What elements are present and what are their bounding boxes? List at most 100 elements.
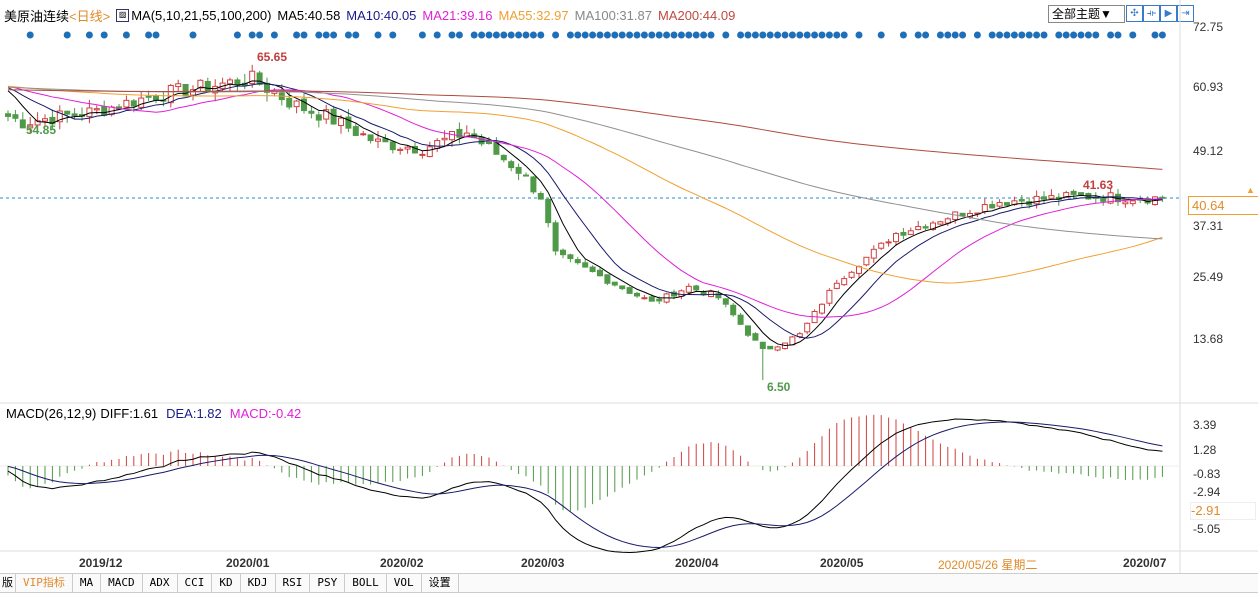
event-marker: [811, 31, 819, 39]
indicator-icon[interactable]: ▨: [116, 9, 130, 22]
tab-psy[interactable]: PSY: [310, 574, 346, 592]
candle-body: [959, 212, 966, 217]
date-tick: 2020/03: [521, 556, 565, 570]
candle-body: [426, 146, 433, 158]
tab-panel[interactable]: 版: [0, 574, 16, 592]
candle-body: [574, 259, 581, 264]
event-marker: [626, 31, 634, 39]
tab-rsi[interactable]: RSI: [276, 574, 311, 592]
candle-body: [841, 278, 848, 286]
candle-body: [715, 293, 722, 299]
tab-macd[interactable]: MACD: [101, 574, 143, 592]
event-marker: [633, 31, 641, 39]
high-label: 65.65: [257, 50, 288, 64]
zoom-range-icon[interactable]: ⟛: [1143, 5, 1160, 22]
tab-vip[interactable]: VIP指标: [16, 574, 73, 592]
candle-body: [93, 108, 100, 111]
candle-body: [796, 333, 803, 338]
tab-kd[interactable]: KD: [212, 574, 241, 592]
crosshair-icon[interactable]: ✣: [1126, 5, 1143, 22]
tab-boll[interactable]: BOLL: [345, 574, 387, 592]
event-marker: [722, 31, 730, 39]
candle-body: [937, 221, 944, 225]
candle-body: [397, 148, 404, 151]
candle-body: [730, 304, 737, 316]
event-marker: [914, 31, 922, 39]
price-arrow-icon: ▲: [1246, 185, 1255, 195]
candle-body: [737, 314, 744, 325]
event-marker: [899, 31, 907, 39]
event-marker: [581, 31, 589, 39]
tab-cci[interactable]: CCI: [178, 574, 213, 592]
candle-body: [774, 346, 781, 351]
macd-header: MACD(26,12,9) DIFF:1.61 DEA:1.82 MACD:-0…: [6, 406, 301, 421]
tab-settings[interactable]: 设置: [422, 574, 459, 592]
candle-body: [560, 249, 566, 256]
exit-icon[interactable]: ⇥: [1177, 5, 1194, 22]
ma55-line: [7, 85, 1163, 284]
candle-body: [915, 226, 922, 231]
event-marker: [529, 31, 537, 39]
event-marker: [63, 31, 71, 39]
candle-body: [1033, 195, 1040, 205]
candle-body: [34, 120, 41, 126]
candle-body: [345, 116, 352, 129]
date-tick: 2020/02: [380, 556, 424, 570]
candle-body: [1078, 192, 1084, 196]
dea-value: DEA:1.82: [166, 406, 222, 421]
candle-body: [449, 131, 455, 141]
event-marker: [685, 31, 693, 39]
tab-vol[interactable]: VOL: [387, 574, 422, 592]
candle-body: [42, 118, 48, 122]
candle-body: [597, 269, 603, 277]
candle-body: [12, 114, 19, 119]
event-marker: [1033, 31, 1041, 39]
period-label[interactable]: <日线>: [69, 9, 111, 24]
event-marker: [566, 31, 574, 39]
event-marker: [248, 31, 256, 39]
candle-body: [1122, 201, 1129, 205]
ma10-line: [7, 83, 1163, 339]
event-marker: [611, 31, 619, 39]
event-marker: [293, 31, 301, 39]
candle-body: [930, 222, 936, 231]
event-marker: [500, 31, 508, 39]
tab-ma[interactable]: MA: [73, 574, 102, 592]
tab-kdj[interactable]: KDJ: [241, 574, 276, 592]
theme-select[interactable]: 全部主题▼: [1048, 5, 1125, 23]
candle-body: [227, 79, 233, 85]
candle-body: [693, 285, 700, 291]
event-marker: [330, 31, 338, 39]
candle-body: [981, 204, 988, 213]
candle-body: [71, 113, 78, 117]
candle-body: [545, 198, 552, 224]
macd-tick: -5.05: [1193, 522, 1221, 536]
play-icon[interactable]: ▶: [1160, 5, 1177, 22]
date-tick: 2020/04: [675, 556, 719, 570]
price-tick: 72.75: [1193, 20, 1224, 34]
date-tick: 2020/07: [1123, 556, 1167, 570]
candle-body: [604, 274, 611, 284]
event-marker: [1077, 31, 1085, 39]
ma21-value: MA21:39.16: [422, 8, 493, 23]
candle-body: [197, 79, 204, 89]
candle-body: [1048, 195, 1055, 199]
macd-params[interactable]: MACD(26,12,9): [6, 406, 97, 421]
candle-body: [582, 262, 589, 268]
event-marker: [840, 31, 848, 39]
candle-body: [315, 114, 322, 121]
macd-tick: 1.28: [1193, 443, 1217, 457]
ma-params[interactable]: MA(5,10,21,55,100,200): [131, 8, 272, 23]
candle-body: [922, 226, 929, 229]
date-tick: 2020/05: [820, 556, 864, 570]
candle-body: [86, 107, 93, 118]
candle-body: [389, 141, 396, 151]
tab-adx[interactable]: ADX: [143, 574, 178, 592]
candle-body: [515, 166, 522, 174]
event-marker: [300, 31, 308, 39]
candle-body: [863, 256, 870, 266]
event-marker: [877, 31, 885, 39]
candle-body: [523, 174, 529, 177]
symbol-name[interactable]: 美原油连续: [4, 9, 70, 24]
